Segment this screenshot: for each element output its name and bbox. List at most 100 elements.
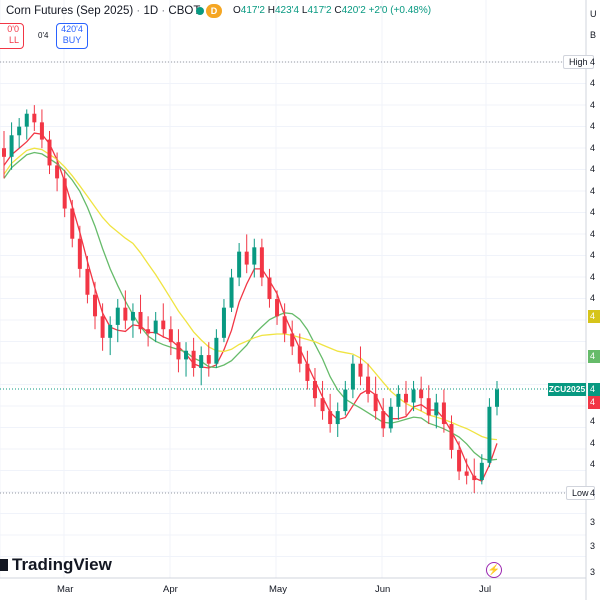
lightning-icon[interactable]: ⚡ xyxy=(486,562,502,578)
candle-body xyxy=(366,376,371,394)
candle-body xyxy=(396,393,401,407)
last-price-axis-badge: 4 xyxy=(588,383,600,396)
candle-body xyxy=(343,389,348,412)
candle-body xyxy=(199,355,204,369)
high-key: H xyxy=(267,5,275,16)
symbol-header[interactable]: Corn Futures (Sep 2025) · 1D · CBOT xyxy=(6,5,200,17)
axis-tick[interactable]: 3 xyxy=(590,517,596,527)
candle-body xyxy=(115,307,120,325)
candle-body xyxy=(244,251,249,265)
sell-price: 0'0 xyxy=(7,24,19,34)
candle-body xyxy=(388,406,393,429)
candle-body xyxy=(479,462,484,481)
axis-tick[interactable]: 4 xyxy=(590,438,596,448)
axis-tick[interactable]: 4 xyxy=(590,272,596,282)
moving-averages xyxy=(3,132,498,482)
candle-body xyxy=(221,307,226,338)
axis-fragment-b: B xyxy=(590,30,597,40)
axis-tick[interactable]: 4 xyxy=(590,100,596,110)
ma-fast-axis-badge: 4 xyxy=(588,396,600,409)
candle-body xyxy=(39,122,44,140)
symbol-title: Corn Futures (Sep 2025) xyxy=(6,5,134,17)
candle-body xyxy=(457,449,462,472)
logo-text: TradingView xyxy=(12,555,112,574)
axis-tick[interactable]: 4 xyxy=(590,164,596,174)
open-value: 417'2 xyxy=(240,5,265,16)
candle-body xyxy=(495,389,499,407)
time-axis-label: Jul xyxy=(479,584,492,595)
axis-tick[interactable]: 4 xyxy=(590,143,596,153)
ma-mid-axis-badge: 4 xyxy=(588,350,600,363)
exchange-label: CBOT xyxy=(168,5,201,17)
spread-value: 0'4 xyxy=(38,31,49,40)
candle-body xyxy=(373,393,378,412)
candle-body xyxy=(426,398,431,416)
close-value: 420'2 xyxy=(341,5,366,16)
candle-body xyxy=(441,402,446,425)
candle-body xyxy=(237,251,242,278)
candle-body xyxy=(77,238,82,269)
candle-body xyxy=(259,247,264,278)
candle-body xyxy=(161,320,166,330)
candle-body xyxy=(100,316,105,338)
candle-body xyxy=(9,135,14,157)
candle-body xyxy=(24,113,29,127)
candle-body xyxy=(138,311,143,330)
axis-tick[interactable]: 4 xyxy=(590,416,596,426)
candle-body xyxy=(62,178,67,209)
candle-body xyxy=(252,247,257,265)
axis-tick[interactable]: 4 xyxy=(590,57,596,67)
candle-body xyxy=(206,355,211,364)
axis-tick[interactable]: 4 xyxy=(590,488,596,498)
axis-tick[interactable]: 4 xyxy=(590,207,596,217)
dividend-badge[interactable]: D xyxy=(206,4,222,18)
axis-tick[interactable]: 4 xyxy=(590,293,596,303)
candle-body xyxy=(449,424,454,450)
candle-body xyxy=(130,311,135,321)
candle-body xyxy=(146,329,151,334)
candle-body xyxy=(184,350,189,360)
candle-body xyxy=(328,411,333,425)
candle-body xyxy=(472,475,477,481)
candle-body xyxy=(434,402,439,416)
candle-body xyxy=(381,411,386,429)
candle-body xyxy=(214,337,219,364)
buy-button[interactable]: 420'4 BUY xyxy=(56,23,88,49)
buy-price: 420'4 xyxy=(61,24,83,34)
candle-body xyxy=(267,277,272,300)
axis-tick[interactable]: 4 xyxy=(590,186,596,196)
ma-mid-line xyxy=(3,151,498,461)
candle-body xyxy=(168,329,173,343)
candle-body xyxy=(403,393,408,403)
ma-slow-line xyxy=(3,147,498,441)
candle-body xyxy=(464,471,469,476)
low-value: 417'2 xyxy=(307,5,332,16)
time-axis-label: Apr xyxy=(163,584,178,595)
candle-body xyxy=(93,294,98,317)
sell-button[interactable]: 0'0 LL xyxy=(0,23,24,49)
candle-body xyxy=(419,389,424,399)
ma-fast-line xyxy=(3,132,498,482)
candle-body xyxy=(335,411,340,425)
header-separator: · xyxy=(136,5,141,17)
low-label: Low xyxy=(566,486,595,500)
market-status-icon[interactable] xyxy=(196,7,204,15)
candle-body xyxy=(191,350,196,369)
ma-slow-axis-badge: 4 xyxy=(588,310,600,323)
candle-body xyxy=(70,208,75,239)
tradingview-logo[interactable]: TradingView xyxy=(0,555,112,575)
axis-tick[interactable]: 4 xyxy=(590,229,596,239)
axis-tick[interactable]: 4 xyxy=(590,78,596,88)
axis-tick[interactable]: 3 xyxy=(590,541,596,551)
axis-tick[interactable]: 4 xyxy=(590,459,596,469)
candle-body xyxy=(108,324,113,338)
axis-tick[interactable]: 4 xyxy=(590,121,596,131)
candle-body xyxy=(17,126,22,136)
axis-tick[interactable]: 3 xyxy=(590,567,596,577)
candle-body xyxy=(85,268,90,295)
axis-tick[interactable]: 4 xyxy=(590,250,596,260)
ohlc-readout: O417'2 H423'4 L417'2 C420'2 +2'0 (+0.48%… xyxy=(233,5,431,16)
low-key: L xyxy=(301,5,308,16)
candle-body xyxy=(229,277,234,308)
